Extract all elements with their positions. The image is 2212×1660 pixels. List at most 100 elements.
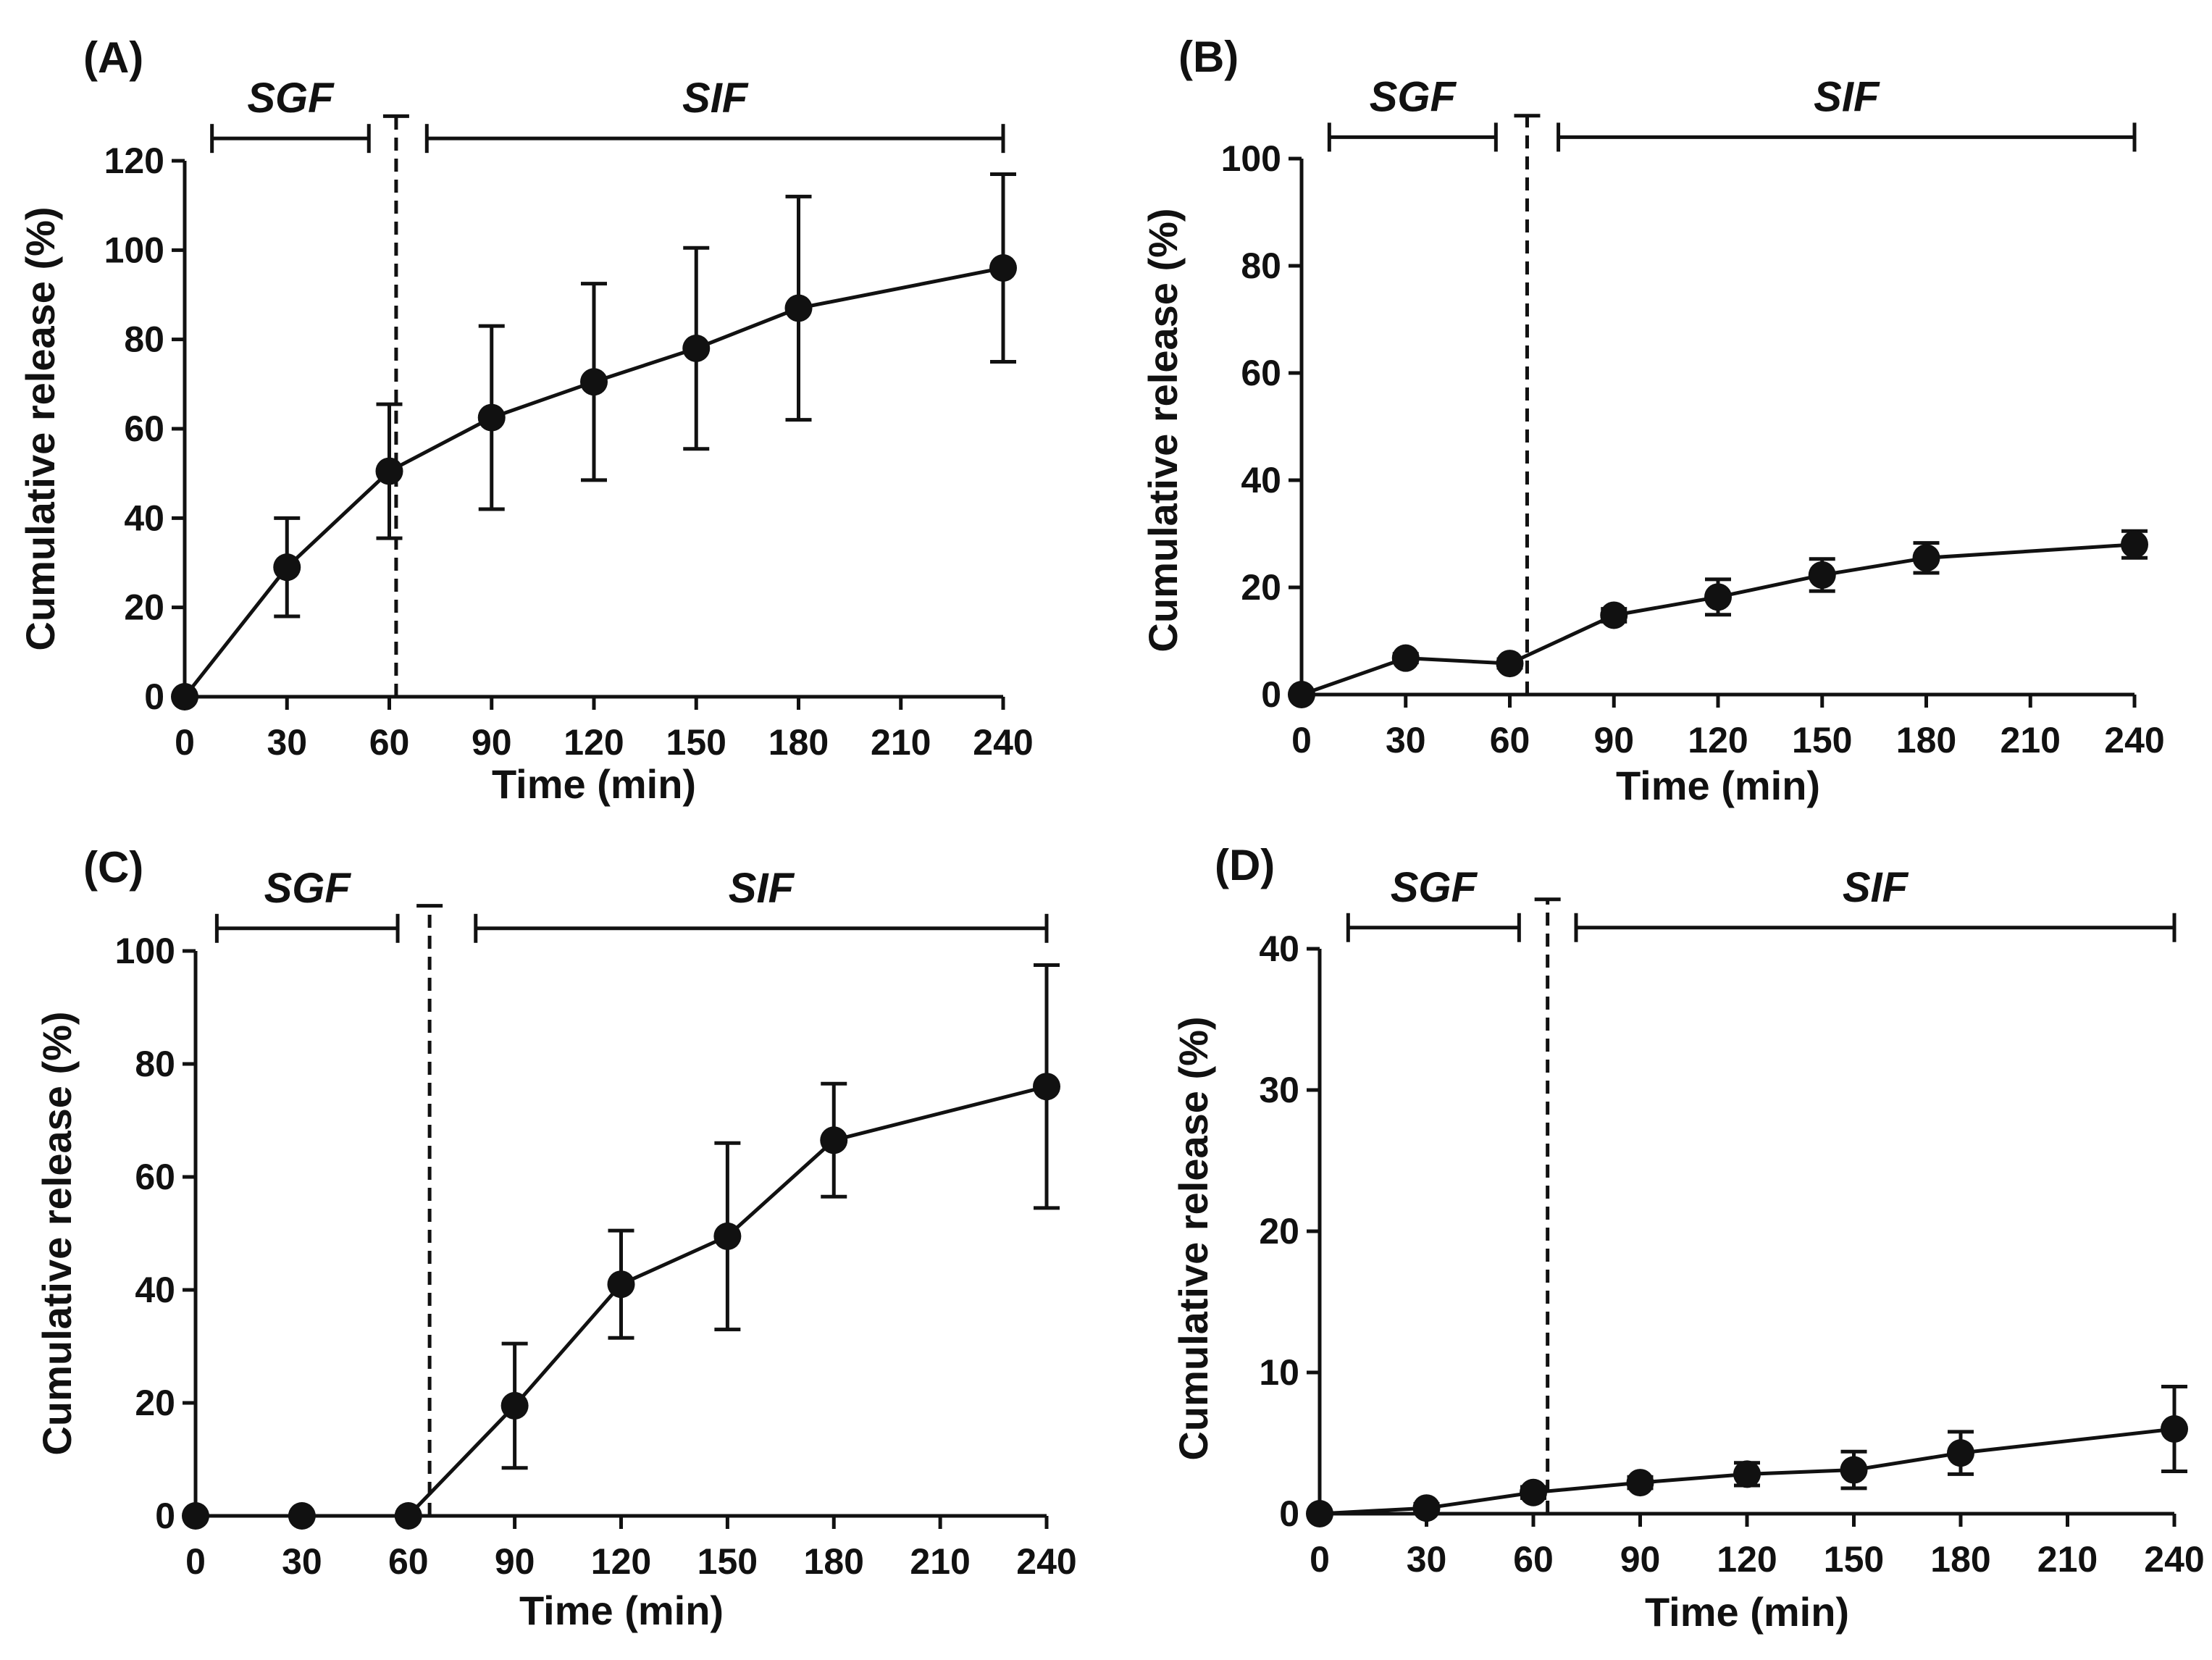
x-tick-label: 30 (1407, 1539, 1447, 1580)
y-tick-label: 100 (1221, 138, 1281, 179)
data-point (375, 457, 403, 485)
data-point (607, 1270, 635, 1299)
y-tick-label: 20 (1259, 1211, 1299, 1252)
y-tick-label: 100 (104, 230, 164, 270)
x-tick-label: 240 (2104, 720, 2164, 760)
x-tick-label: 30 (282, 1541, 322, 1582)
data-point (273, 553, 301, 582)
phase-label-sgf: SGF (1391, 864, 1478, 911)
x-tick-label: 240 (2144, 1539, 2204, 1580)
data-point (1704, 583, 1732, 611)
y-tick-label: 100 (115, 931, 175, 971)
series (1288, 114, 2148, 708)
x-tick-label: 0 (1291, 720, 1312, 760)
x-tick-label: 120 (591, 1541, 651, 1582)
data-point (1288, 681, 1315, 708)
x-axis-title: Time (min) (1616, 763, 1820, 808)
y-axis-title: Cumulative release (%) (17, 206, 63, 650)
data-point (989, 254, 1017, 282)
x-axis-title: Time (min) (1645, 1589, 1849, 1635)
data-point (1520, 1478, 1547, 1506)
y-tick-label: 20 (135, 1383, 175, 1423)
x-tick-label: 210 (2001, 720, 2061, 760)
phase-label-sgf: SGF (264, 865, 352, 912)
data-point (784, 294, 813, 322)
x-tick-label: 0 (1310, 1539, 1330, 1580)
y-tick-label: 60 (1241, 353, 1281, 393)
panel-label: (B) (1178, 33, 1239, 81)
y-tick-label: 120 (104, 141, 164, 181)
data-point (2121, 530, 2148, 558)
data-point (1600, 601, 1628, 629)
y-tick-label: 20 (1241, 567, 1281, 608)
x-tick-label: 180 (768, 722, 829, 763)
phase-annotations: SGF SIF (1327, 73, 2137, 152)
y-tick-label: 40 (1241, 460, 1281, 500)
x-tick-label: 210 (910, 1541, 970, 1582)
y-tick-label: 80 (1241, 246, 1281, 286)
series (1306, 897, 2188, 1527)
axes: 0 20 40 60 80 100 0 30 60 90 120 150 180 210 240 (1221, 138, 2165, 760)
x-tick-label: 240 (1016, 1541, 1076, 1582)
data-point (1412, 1494, 1441, 1522)
phase-label-sif: SIF (1843, 864, 1909, 911)
data-point (1733, 1460, 1761, 1488)
phase-annotations: SGF SIF (1346, 864, 2177, 942)
data-point (682, 335, 711, 362)
axes: 0 10 20 30 40 0 30 60 90 120 150 180 210 240 (1259, 928, 2204, 1580)
x-tick-label: 0 (185, 1541, 206, 1582)
phase-label-sgf: SGF (1370, 73, 1457, 120)
data-point (288, 1502, 316, 1530)
x-axis-title: Time (min) (519, 1588, 724, 1633)
data-point (171, 683, 198, 710)
panel-b: (B) Cumulative release (%) Time (min) 0 2… (1140, 33, 2165, 808)
y-axis-title: Cumulative release (%) (1140, 208, 1186, 652)
x-tick-label: 150 (666, 722, 726, 763)
y-tick-label: 30 (1259, 1070, 1299, 1110)
data-point (182, 1502, 209, 1530)
x-tick-label: 60 (388, 1541, 429, 1582)
data-point (1808, 561, 1836, 589)
y-tick-label: 0 (155, 1496, 175, 1536)
axes: 0 20 40 60 80 100 120 0 30 60 90 120 150 180 210 240 (104, 141, 1034, 763)
data-point (713, 1222, 742, 1250)
x-tick-label: 150 (697, 1541, 758, 1582)
x-tick-label: 90 (1620, 1539, 1661, 1580)
x-tick-label: 120 (564, 722, 624, 763)
x-tick-label: 180 (804, 1541, 864, 1582)
x-tick-label: 60 (1490, 720, 1530, 760)
x-tick-label: 90 (472, 722, 512, 763)
x-tick-label: 210 (2037, 1539, 2098, 1580)
series (171, 114, 1017, 710)
y-tick-label: 60 (135, 1157, 175, 1197)
data-point (1496, 650, 1524, 678)
x-tick-label: 90 (1593, 720, 1634, 760)
y-tick-label: 0 (1261, 674, 1281, 715)
phase-annotations: SGF SIF (210, 75, 1005, 154)
x-tick-label: 180 (1896, 720, 1956, 760)
panel-d: (D) Cumulative release (%) Time (min) 0 1… (1170, 841, 2205, 1635)
series-line (183, 266, 1004, 698)
panel-label: (D) (1215, 841, 1275, 889)
x-tick-label: 120 (1688, 720, 1748, 760)
data-point (1391, 644, 1420, 672)
series-line (1319, 1427, 2175, 1516)
x-tick-label: 150 (1824, 1539, 1884, 1580)
x-axis-title: Time (min) (492, 761, 696, 807)
phase-annotations: SGF SIF (214, 865, 1049, 943)
x-tick-label: 0 (175, 722, 195, 763)
y-axis-title: Cumulative release (%) (34, 1011, 80, 1455)
y-axis-title: Cumulative release (%) (1170, 1016, 1216, 1460)
panel-label: (C) (83, 843, 143, 892)
data-point (1626, 1469, 1654, 1497)
x-tick-label: 180 (1930, 1539, 1990, 1580)
data-point (477, 403, 506, 432)
phase-label-sif: SIF (682, 75, 749, 122)
phase-label-sif: SIF (729, 865, 795, 912)
phase-label-sgf: SGF (247, 75, 335, 122)
x-tick-label: 60 (369, 722, 410, 763)
x-tick-label: 210 (871, 722, 931, 763)
panel-label: (A) (83, 33, 143, 82)
y-tick-label: 10 (1259, 1352, 1299, 1393)
